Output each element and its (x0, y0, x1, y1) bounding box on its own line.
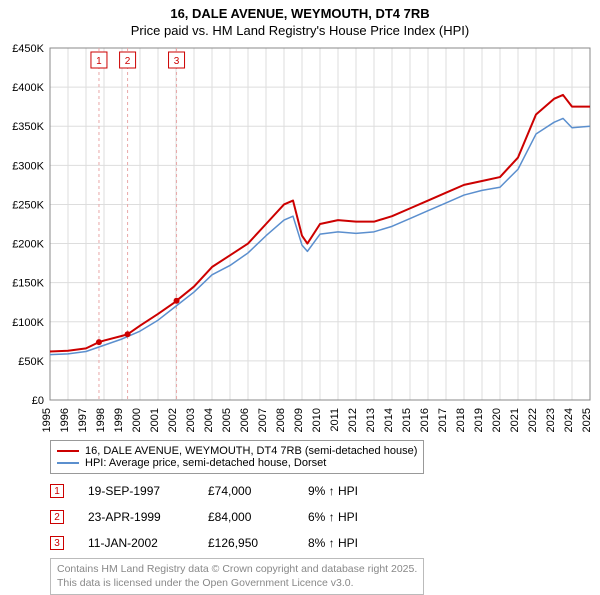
y-axis-label: £350K (12, 121, 44, 133)
y-axis-label: £150K (12, 278, 44, 290)
sales-row: 2 23-APR-1999£84,0006% ↑ HPI (50, 504, 408, 530)
x-axis-label: 2021 (509, 408, 521, 432)
sale-diff: 8% ↑ HPI (308, 536, 408, 550)
sale-price: £74,000 (208, 484, 308, 498)
chart-title-block: 16, DALE AVENUE, WEYMOUTH, DT4 7RB Price… (0, 0, 600, 38)
legend-label: 16, DALE AVENUE, WEYMOUTH, DT4 7RB (semi… (85, 445, 417, 457)
legend-item: HPI: Average price, semi-detached house,… (57, 457, 417, 469)
x-axis-label: 2009 (293, 408, 305, 432)
chart-title-line1: 16, DALE AVENUE, WEYMOUTH, DT4 7RB (0, 6, 600, 21)
sale-date: 11-JAN-2002 (88, 536, 208, 550)
x-axis-label: 2025 (581, 408, 593, 432)
x-axis-label: 2007 (257, 408, 269, 432)
sale-price: £126,950 (208, 536, 308, 550)
x-axis-label: 2005 (221, 408, 233, 432)
line-chart: £0 £50K £100K £150K £200K £250K £300K £350K £400… (0, 40, 600, 440)
sale-diff: 9% ↑ HPI (308, 484, 408, 498)
x-axis-label: 2010 (311, 408, 323, 432)
x-axis-label: 1995 (41, 408, 53, 432)
x-axis-label: 2006 (239, 408, 251, 432)
y-axis-label: £400K (12, 82, 44, 94)
x-axis-label: 2015 (401, 408, 413, 432)
sale-price: £84,000 (208, 510, 308, 524)
sale-diff: 6% ↑ HPI (308, 510, 408, 524)
x-axis-label: 2023 (545, 408, 557, 432)
legend-label: HPI: Average price, semi-detached house,… (85, 457, 326, 469)
x-axis-label: 1999 (113, 408, 125, 432)
y-axis-label: £100K (12, 317, 44, 329)
chart-legend: 16, DALE AVENUE, WEYMOUTH, DT4 7RB (semi… (50, 440, 424, 474)
svg-text:3: 3 (174, 56, 180, 67)
sales-table: 1 19-SEP-1997£74,0009% ↑ HPI 2 23-APR-1999£… (50, 478, 408, 556)
x-axis-label: 2008 (275, 408, 287, 432)
sale-date: 19-SEP-1997 (88, 484, 208, 498)
x-axis-label: 2003 (185, 408, 197, 432)
chart-title-line2: Price paid vs. HM Land Registry's House … (0, 23, 600, 38)
sale-marker-badge: 1 (50, 484, 64, 498)
footer-attribution: Contains HM Land Registry data © Crown c… (50, 558, 424, 595)
x-axis-label: 2014 (383, 408, 395, 432)
legend-item: 16, DALE AVENUE, WEYMOUTH, DT4 7RB (semi… (57, 445, 417, 457)
y-axis-label: £200K (12, 239, 44, 251)
svg-text:2: 2 (125, 56, 131, 67)
sale-date: 23-APR-1999 (88, 510, 208, 524)
x-axis-label: 2001 (149, 408, 161, 432)
svg-text:1: 1 (96, 56, 102, 67)
legend-swatch (57, 462, 79, 464)
x-axis-label: 2000 (131, 408, 143, 432)
sale-marker-badge: 3 (50, 536, 64, 550)
x-axis-label: 2019 (473, 408, 485, 432)
x-axis-label: 2012 (347, 408, 359, 432)
footer-line2: This data is licensed under the Open Gov… (57, 577, 417, 591)
legend-swatch (57, 450, 79, 452)
y-axis-label: £450K (12, 43, 44, 55)
footer-line1: Contains HM Land Registry data © Crown c… (57, 563, 417, 577)
y-axis-label: £0 (32, 395, 44, 407)
y-axis-label: £300K (12, 160, 44, 172)
x-axis-label: 1996 (59, 408, 71, 432)
x-axis-label: 2011 (329, 408, 341, 432)
chart-container: 16, DALE AVENUE, WEYMOUTH, DT4 7RB Price… (0, 0, 600, 590)
x-axis-label: 2018 (455, 408, 467, 432)
y-axis-label: £50K (18, 356, 44, 368)
x-axis-label: 2022 (527, 408, 539, 432)
sales-row: 3 11-JAN-2002£126,9508% ↑ HPI (50, 530, 408, 556)
x-axis-label: 1998 (95, 408, 107, 432)
x-axis-label: 2016 (419, 408, 431, 432)
x-axis-label: 2002 (167, 408, 179, 432)
x-axis-label: 2013 (365, 408, 377, 432)
x-axis-label: 1997 (77, 408, 89, 432)
x-axis-label: 2017 (437, 408, 449, 432)
x-axis-label: 2004 (203, 408, 215, 432)
sale-marker-badge: 2 (50, 510, 64, 524)
sales-row: 1 19-SEP-1997£74,0009% ↑ HPI (50, 478, 408, 504)
y-axis-label: £250K (12, 199, 44, 211)
x-axis-label: 2020 (491, 408, 503, 432)
x-axis-label: 2024 (563, 408, 575, 432)
